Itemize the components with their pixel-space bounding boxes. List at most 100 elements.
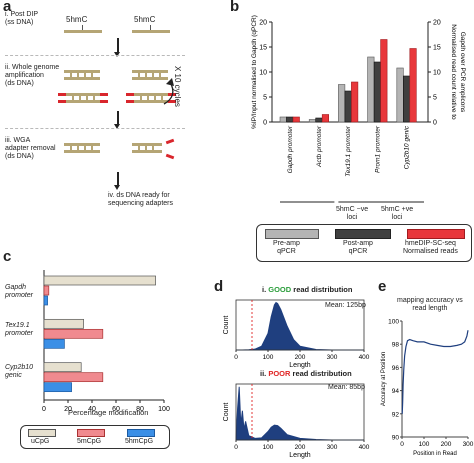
d-xtick-label: 400	[359, 444, 370, 451]
step-3-label: iii. WGA adapter removal (ds DNA)	[5, 137, 56, 160]
d-bottom-poor-word: POOR	[268, 369, 291, 378]
divider-1	[5, 55, 185, 56]
b-y2tick-label: 20	[433, 20, 441, 27]
ds-dna-clean-1	[64, 143, 104, 155]
group-c-cyp: Cyp2b10 genic	[5, 364, 34, 379]
b-bar	[338, 84, 346, 123]
b-bar	[321, 114, 329, 123]
c-xtick-label: 80	[136, 406, 144, 413]
chart-d-good: 0 100 200 300 400 Length Count	[223, 299, 370, 369]
b-ytick-label: 15	[259, 45, 267, 52]
d-xlabel: Length	[289, 362, 311, 369]
b-y2tick-label: 0	[433, 120, 437, 127]
d-xtick-label: 100	[263, 444, 274, 451]
group-c-tex: Tex19.1 promoter	[5, 322, 34, 337]
b-ylabel: %IP/Input normalised to Gapdh (qPCR)	[251, 15, 258, 129]
c-xtick-label: 100	[158, 406, 170, 413]
ss-dna-2	[132, 30, 170, 33]
e-ytick-label: 100	[388, 319, 399, 326]
e-ytick-label: 98	[392, 342, 400, 349]
d-top-good-word: GOOD	[268, 285, 292, 294]
d-xtick-label: 300	[327, 444, 338, 451]
c-bar	[43, 285, 50, 296]
e-line	[401, 330, 469, 414]
e-ytick-label: 92	[392, 411, 400, 418]
e-xlabel: Position in Read	[413, 451, 457, 457]
ss-dna-1	[64, 30, 102, 33]
panel-c-letter: c	[3, 248, 12, 265]
chart-b: 0 5 10 15 20 0 5 10 15 20 Gapdh promoter Actb promo…	[251, 15, 466, 203]
c-xtick-label: 20	[64, 406, 72, 413]
b-ytick-label: 10	[259, 70, 267, 77]
b-bar	[409, 48, 417, 123]
d-bottom-title: ii. POOR read distribution	[260, 369, 352, 378]
legend-b-label-seq: hmeDIP-SC-seq Normalised reads	[403, 240, 458, 255]
c-bar	[43, 382, 72, 393]
arrow-2-icon	[114, 111, 120, 129]
b-category-label: Actb promoter	[316, 125, 323, 168]
c-bar	[43, 328, 104, 339]
mark-2-label: 5hmC	[134, 15, 156, 24]
b-category-label: Tex19.1 promoter	[345, 125, 352, 177]
mark-1-tick	[82, 25, 83, 30]
b-bar	[403, 75, 411, 123]
d-top-mean: Mean: 125bp	[325, 302, 366, 309]
legend-b-swatch-seq	[407, 229, 465, 239]
d-frame	[235, 383, 365, 441]
b-bar	[286, 116, 294, 123]
panel-d-letter: d	[214, 278, 224, 295]
e-ytick-label: 90	[392, 435, 400, 442]
group-c-gapdh: Gapdh promoter	[5, 284, 34, 299]
step-4-label: iv. ds DNA ready for sequencing adapters	[108, 192, 173, 207]
b-bar	[396, 67, 404, 123]
d-xtick-label: 100	[263, 354, 274, 361]
b-ytick-label: 5	[263, 95, 267, 102]
c-bar	[43, 275, 156, 286]
c-bar	[43, 318, 84, 329]
d-ylabel: Count	[223, 403, 230, 422]
legend-c-label-u: uCpG	[31, 438, 50, 445]
e-xtick-label: 200	[441, 441, 452, 448]
panel-e-letter: e	[378, 278, 387, 295]
b-bar	[367, 56, 375, 123]
b-category-label: Gapdh promoter	[287, 125, 294, 173]
b-bar	[292, 116, 300, 123]
b-bar	[373, 61, 381, 123]
step-1-label: i. Post DIP (ss DNA)	[5, 11, 39, 26]
ds-dna-row-top-2	[132, 70, 172, 82]
cycles-label: X 10 cycles	[173, 66, 182, 107]
b-y2label-2: Gapdh over PCR amplicons	[459, 32, 466, 113]
b-bar	[344, 90, 352, 123]
c-bar	[43, 362, 82, 373]
d-top-title: i. GOOD read distribution	[262, 285, 353, 294]
divider-2	[5, 128, 185, 129]
chart-c: 0 20 40 60 80 100	[42, 270, 170, 413]
d-xtick-label: 200	[295, 444, 306, 451]
c-xtick-label: 0	[42, 406, 46, 413]
ds-dna-clean-2	[132, 138, 182, 165]
e-ylabel: Accuracy at Position	[381, 352, 387, 406]
chart-d-poor: 0 100 200 300 400 Length Count	[223, 383, 370, 459]
b-y2tick-label: 5	[433, 95, 437, 102]
legend-b-swatch-post	[335, 229, 391, 239]
legend-c-swatch-5hm	[127, 429, 155, 437]
e-xtick-label: 300	[463, 441, 474, 448]
d-xlabel: Length	[289, 452, 311, 459]
panel-a-letter: a	[3, 0, 12, 15]
chart-e: 90 92 94 96 98 100 0 100 200 300 Position in Read A…	[381, 319, 474, 458]
mark-1-label: 5hmC	[66, 15, 88, 24]
panel-b-letter: b	[230, 0, 240, 15]
b-y2tick-label: 10	[433, 70, 441, 77]
b-category-label: Cyp2b10 genic	[404, 125, 411, 169]
b-ytick-label: 0	[263, 120, 267, 127]
group-label-neg: 5hmC −ve loci	[336, 206, 369, 221]
b-bar	[308, 119, 316, 123]
arrow-3-icon	[114, 172, 120, 190]
c-xtick-label: 60	[112, 406, 120, 413]
e-title: mapping accuracy vs read length	[397, 297, 463, 312]
d-xtick-label: 300	[327, 354, 338, 361]
b-y2label-1: Normalised read count relative to	[450, 24, 457, 120]
e-xtick-label: 100	[419, 441, 430, 448]
legend-b-label-post: Post-amp qPCR	[343, 240, 373, 255]
b-category-label: Prom1 promoter	[374, 125, 381, 173]
